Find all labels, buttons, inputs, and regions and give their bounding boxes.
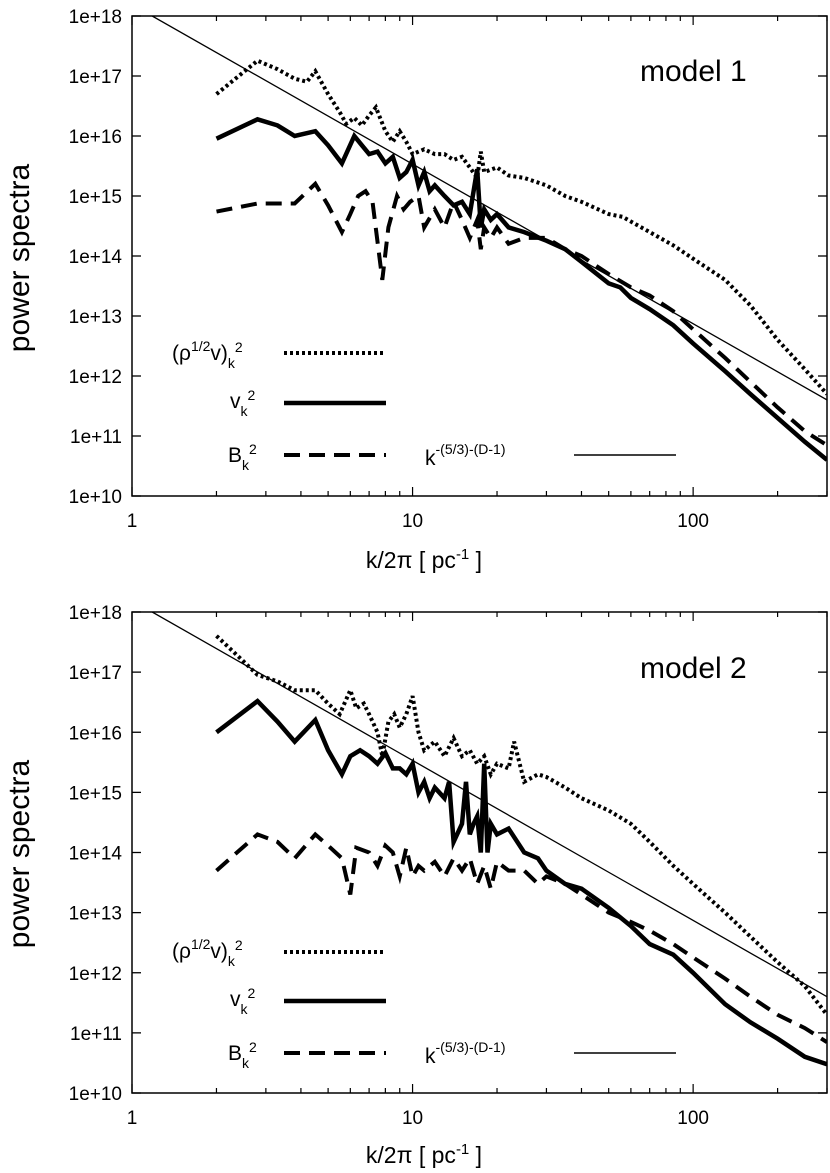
x-tick-label: 10 [402, 1108, 423, 1129]
y-tick-label: 1e+18 [69, 7, 122, 28]
y-tick-label: 1e+13 [69, 904, 122, 925]
y-tick-label: 1e+12 [69, 964, 122, 985]
axes-layer-model-2: 1e+10 1e+11 1e+12 1e+13 1e+14 1e+15 1e+16 1e+17… [69, 603, 828, 1129]
x-axis-title-model-2: k/2π [ pc-1 ] [366, 1141, 482, 1168]
y-tick-label: 1e+14 [69, 247, 123, 268]
series-B-line [216, 180, 827, 447]
y-tick-label: 1e+15 [69, 783, 122, 804]
series-B-line [215, 831, 827, 1044]
model-label-model-1: model 1 [640, 55, 747, 88]
y-tick-label: 1e+16 [69, 723, 122, 744]
y-axis-title-model-2: power spectra [3, 759, 36, 948]
series-fit-line [151, 612, 827, 998]
x-tick-label: 1 [127, 1108, 138, 1129]
legend-label-fit: k-(5/3)-(D-1) [425, 441, 506, 470]
y-tick-label: 1e+17 [69, 663, 122, 684]
y-tick-label: 1e+15 [69, 187, 122, 208]
y-tick-label: 1e+14 [69, 844, 123, 865]
series-v-line [215, 698, 827, 1067]
series-v-line [215, 116, 827, 462]
legend-label-rho-v: (ρ1/2v)k2 [172, 338, 243, 371]
y-tick-label: 1e+11 [70, 1024, 122, 1045]
panel-model-2: 1e+10 1e+11 1e+12 1e+13 1e+14 1e+15 1e+16 1e+17… [3, 603, 828, 1168]
plot-frame-model-1 [131, 15, 828, 497]
series-rho_v-line [215, 634, 827, 1017]
legend-model-2: (ρ1/2v)k2 vk2 Bk2 k-(5/3)-(D-1) [172, 936, 676, 1071]
legend-label-B: Bk2 [228, 441, 257, 473]
y-tick-label: 1e+10 [69, 1084, 122, 1105]
x-axis-title-model-1: k/2π [ pc-1 ] [366, 546, 482, 573]
x-tick-label: 1 [127, 511, 138, 532]
legend-label-fit: k-(5/3)-(D-1) [425, 1039, 506, 1068]
y-tick-label: 1e+10 [69, 487, 122, 508]
y-tick-label: 1e+16 [69, 127, 122, 148]
y-axis-title-model-1: power spectra [3, 163, 36, 352]
x-tick-label: 100 [677, 511, 709, 532]
legend-label-v: vk2 [230, 387, 256, 419]
series-layer-model-2 [151, 612, 827, 1067]
legend-label-rho-v: (ρ1/2v)k2 [172, 936, 243, 969]
legend-model-1: (ρ1/2v)k2 vk2 Bk2 k-(5/3)-(D-1) [172, 338, 676, 473]
y-tick-label: 1e+18 [69, 603, 122, 624]
axes-layer-model-1: 1e+10 1e+11 1e+12 1e+13 1e+14 1e+15 1e+16 1e+17… [69, 7, 828, 532]
y-tick-label: 1e+17 [69, 67, 122, 88]
model-label-model-2: model 2 [640, 652, 747, 685]
series-rho_v-line [215, 58, 827, 396]
legend-label-v: vk2 [230, 985, 256, 1017]
x-tick-label: 10 [402, 511, 423, 532]
panel-model-1: 1e+10 1e+11 1e+12 1e+13 1e+14 1e+15 1e+16 1e+17… [3, 7, 828, 573]
y-tick-label: 1e+13 [69, 307, 122, 328]
x-tick-label: 100 [677, 1108, 709, 1129]
series-layer-model-1 [151, 16, 827, 462]
legend-label-B: Bk2 [228, 1039, 257, 1071]
series-fit-line [151, 16, 827, 401]
y-tick-label: 1e+11 [70, 427, 122, 448]
y-tick-label: 1e+12 [69, 367, 122, 388]
